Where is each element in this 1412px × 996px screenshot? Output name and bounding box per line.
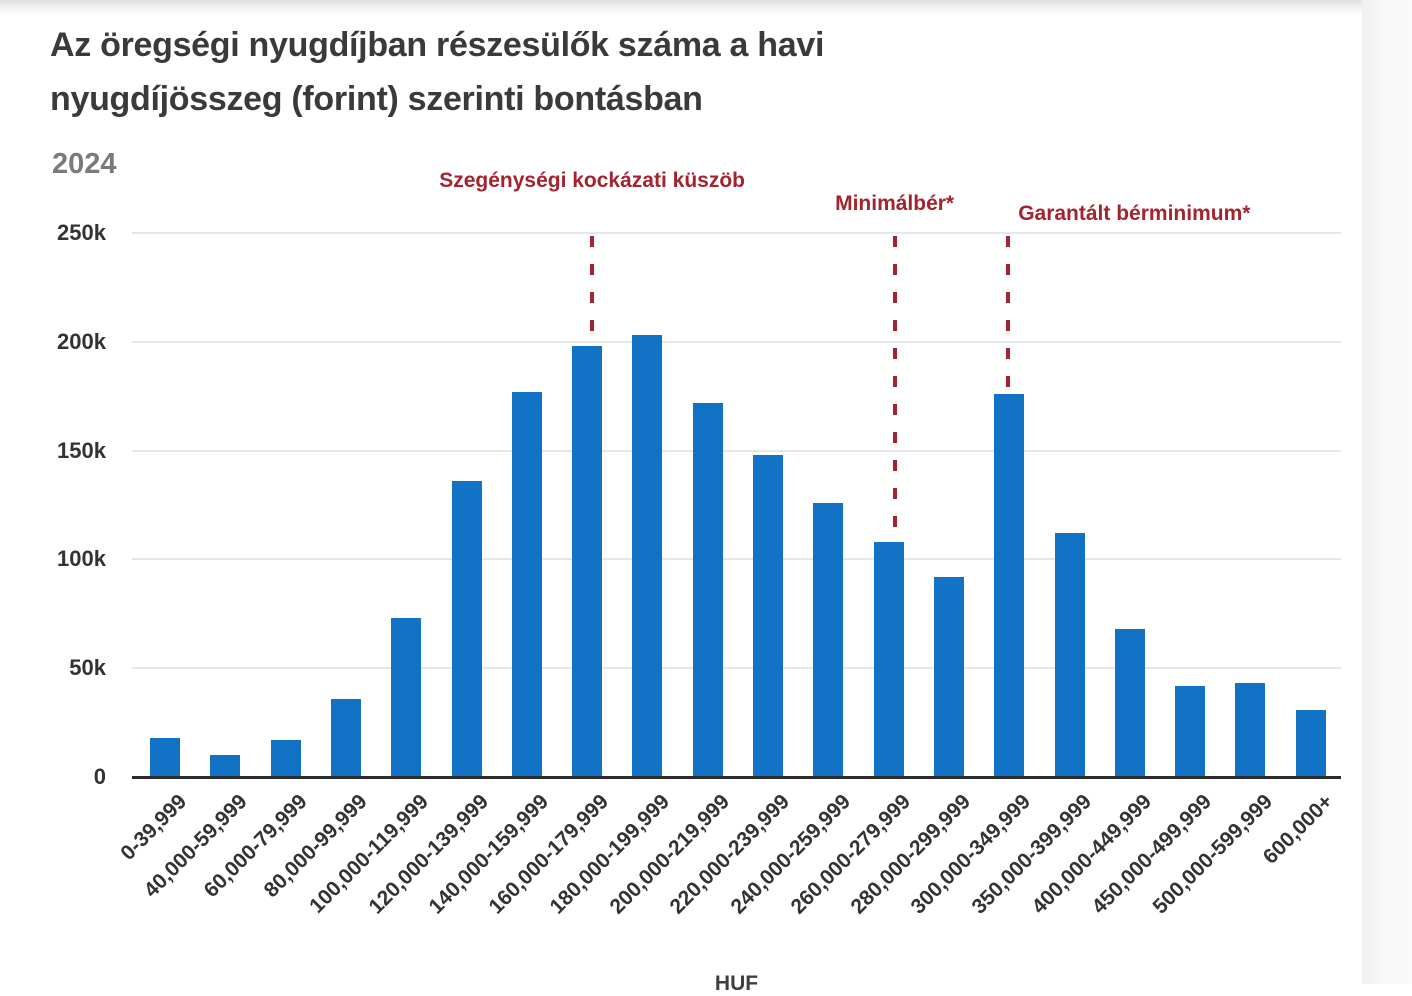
y-tick-label-150k: 150k (57, 437, 106, 463)
x-axis-title: HUF (714, 972, 759, 995)
threshold-label-2: Minimálbér* (835, 192, 955, 215)
bar-80,000-99,999 (330, 699, 361, 777)
gridline-100k (132, 558, 1341, 561)
bar-300,000-349,999 (994, 394, 1025, 777)
bar-220,000-239,999 (753, 455, 783, 777)
chart-subtitle: 2024 (52, 148, 117, 180)
threshold-label-3: Garantált bérminimum* (1018, 202, 1251, 225)
bar-100,000-119,999 (391, 618, 422, 777)
threshold-label-1: Szegénységi kockázati küszöb (439, 169, 745, 192)
bar-180,000-199,999 (632, 335, 663, 777)
y-tick-label-250k: 250k (57, 220, 106, 245)
threshold-line-3 (1006, 236, 1011, 395)
y-tick-label-0: 0 (93, 764, 106, 789)
y-tick-label-200k: 200k (57, 328, 106, 354)
bar-60,000-79,999 (270, 740, 301, 777)
threshold-line-2 (892, 236, 897, 542)
bar-160,000-179,999 (572, 346, 603, 777)
bar-260,000-279,999 (873, 542, 904, 777)
bar-0-39,999 (150, 738, 180, 777)
chart-title: Az öregségi nyugdíjban részesülők száma … (50, 18, 824, 126)
threshold-line-1 (590, 236, 595, 347)
gridline-200k (132, 340, 1341, 343)
bar-200,000-219,999 (692, 403, 723, 777)
x-axis-line (132, 776, 1341, 779)
gridline-50k (132, 667, 1341, 670)
gridline-150k (132, 449, 1341, 452)
y-tick-label-100k: 100k (57, 546, 106, 572)
gridline-250k (132, 232, 1341, 234)
chart-title-line1: Az öregségi nyugdíjban részesülők száma … (50, 26, 825, 64)
bar-40,000-59,999 (210, 755, 241, 777)
bar-120,000-139,999 (451, 481, 482, 777)
top-edge-gradient (0, 0, 1412, 16)
bar-400,000-449,999 (1114, 629, 1145, 777)
bar-140,000-159,999 (511, 392, 542, 777)
chart-title-line2: nyugdíjösszeg (forint) szerinti bontásba… (50, 80, 703, 118)
bar-350,000-399,999 (1054, 533, 1085, 777)
y-tick-label-50k: 50k (69, 655, 106, 681)
bar-600,000+ (1295, 710, 1326, 777)
right-edge-strip (1362, 0, 1412, 984)
bar-240,000-259,999 (813, 503, 844, 777)
bar-280,000-299,999 (933, 577, 964, 777)
bar-450,000-499,999 (1175, 686, 1206, 777)
bar-500,000-599,999 (1235, 683, 1266, 777)
